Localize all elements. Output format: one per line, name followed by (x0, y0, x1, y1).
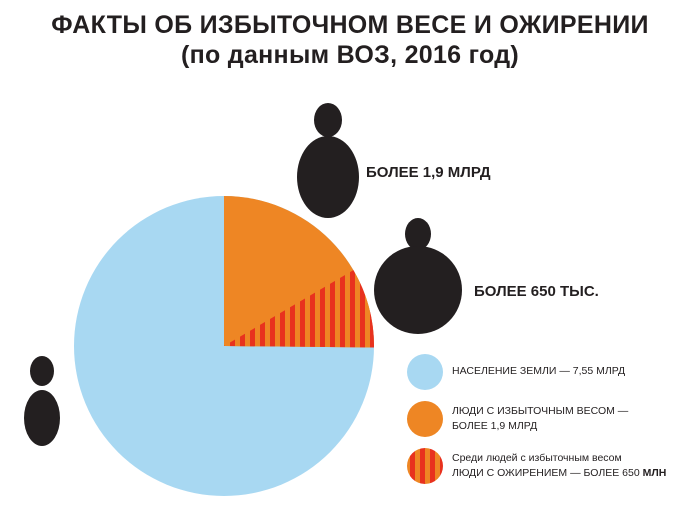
legend-label-obese-line2-wrap: ЛЮДИ С ОЖИРЕНИЕМ — БОЛЕЕ 650 МЛН (452, 466, 666, 481)
legend-swatch-obese (407, 448, 443, 484)
title-line-2: (по данным ВОЗ, 2016 год) (180, 41, 520, 69)
legend-swatch-population (407, 354, 443, 390)
legend-label-overweight-line1: ЛЮДИ С ИЗБЫТОЧНЫМ ВЕСОМ — (452, 405, 629, 417)
legend-label-obese-line1: Среди людей с избыточным весом (452, 452, 622, 464)
callout-overweight: БОЛЕЕ 1,9 МЛРД (366, 164, 491, 181)
legend-label-population: НАСЕЛЕНИЕ ЗЕМЛИ — 7,55 МЛРД (452, 365, 626, 377)
legend-label-obese: Среди людей с избыточным весом ЛЮДИ С ОЖ… (452, 451, 666, 481)
title-line-1: ФАКТЫ ОБ ИЗБЫТОЧНОМ ВЕСЕ И ОЖИРЕНИИ (51, 11, 649, 39)
pie-slice-obese (224, 270, 374, 348)
legend-label-overweight: ЛЮДИ С ИЗБЫТОЧНЫМ ВЕСОМ — БОЛЕЕ 1,9 МЛРД (452, 404, 628, 434)
legend-label-obese-line2: ЛЮДИ С ОЖИРЕНИЕМ — БОЛЕЕ 650 (452, 467, 640, 479)
person-figure-obese-icon (374, 218, 462, 334)
person-figure-large-icon (297, 103, 359, 218)
chart-title: ФАКТЫ ОБ ИЗБЫТОЧНОМ ВЕСЕ И ОЖИРЕНИИ (по … (0, 10, 700, 70)
legend-label-overweight-line2: БОЛЕЕ 1,9 МЛРД (452, 420, 538, 432)
person-figure-slim-icon (24, 356, 60, 446)
legend-swatch-overweight (407, 401, 443, 437)
callout-obese: БОЛЕЕ 650 ТЫС. (474, 283, 599, 300)
legend-label-obese-unit: МЛН (642, 467, 667, 479)
